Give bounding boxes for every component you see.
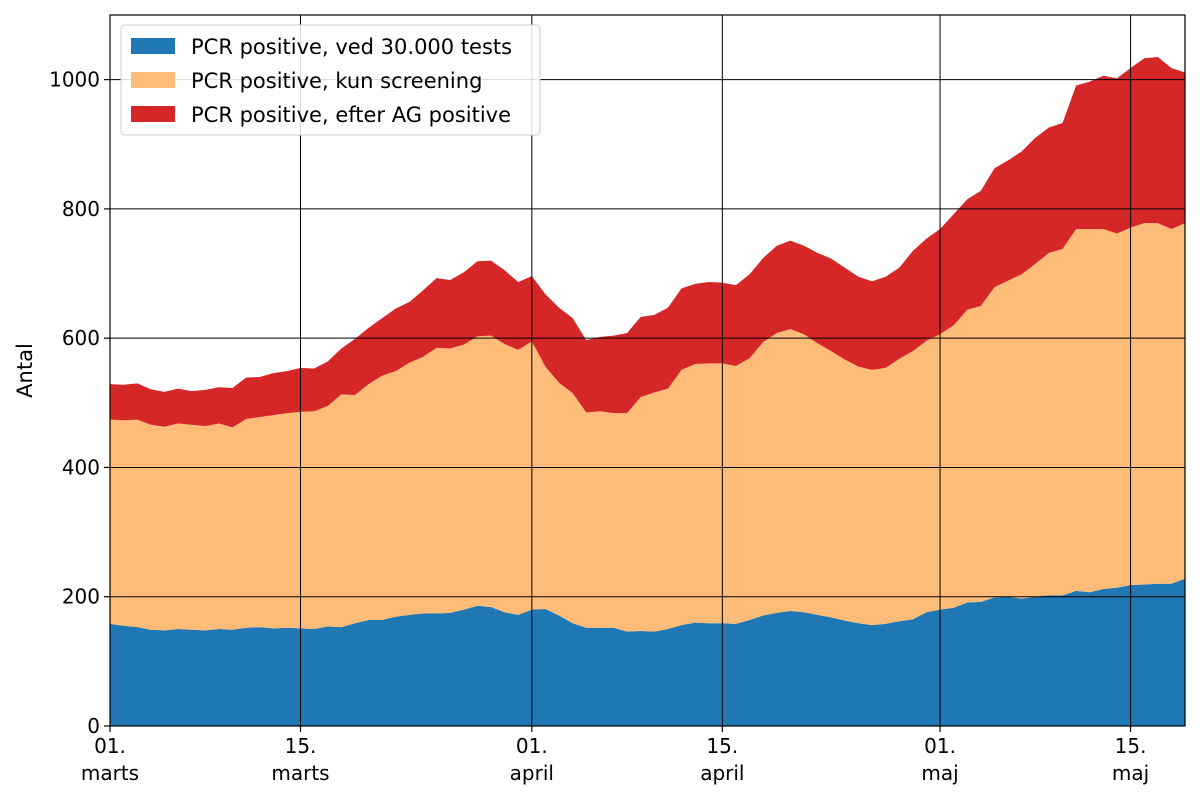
x-tick-label-month: maj (1112, 761, 1149, 785)
legend-box (120, 24, 541, 136)
x-tick-label-month: april (700, 761, 744, 785)
x-tick-label-day: 15. (285, 734, 317, 758)
legend-label-vpcr: PCR positive, ved 30.000 tests (191, 35, 512, 59)
area-series-group (110, 57, 1185, 726)
legend-label-after-ag: PCR positive, efter AG positive (191, 103, 511, 127)
x-axis-ticks: 01. marts 15. marts 01. april 15. april 01. maj 15… (81, 726, 1149, 785)
area-series-1 (110, 223, 1185, 632)
area-series-0 (110, 578, 1185, 726)
x-tick-label-month: marts (81, 761, 139, 785)
y-tick-label: 600 (62, 326, 100, 350)
y-tick-label: 400 (62, 455, 100, 479)
y-tick-label: 800 (62, 197, 100, 221)
legend-swatch-after-ag (131, 106, 175, 122)
x-tick-label-month: maj (921, 761, 958, 785)
legend: PCR positive, ved 30.000 tests PCR posit… (120, 24, 541, 136)
y-tick-label: 0 (87, 714, 100, 738)
x-tick-label-day: 15. (706, 734, 738, 758)
legend-swatch-screening (131, 72, 175, 88)
x-tick-label-day: 01. (924, 734, 956, 758)
y-axis-label: Antal (13, 343, 37, 398)
x-tick-label-month: april (510, 761, 554, 785)
plot-frame (109, 14, 1186, 727)
x-tick-label-day: 01. (94, 734, 126, 758)
y-tick-label: 200 (62, 585, 100, 609)
y-axis-ticks: 0 200 400 600 800 1000 (49, 68, 110, 738)
legend-swatch-vpcr (131, 38, 175, 54)
area-series-2 (110, 57, 1185, 428)
x-tick-label-day: 15. (1115, 734, 1147, 758)
x-tick-label-day: 01. (516, 734, 548, 758)
legend-label-screening: PCR positive, kun screening (191, 69, 482, 93)
x-tick-label-month: marts (271, 761, 329, 785)
y-tick-label: 1000 (49, 68, 100, 92)
